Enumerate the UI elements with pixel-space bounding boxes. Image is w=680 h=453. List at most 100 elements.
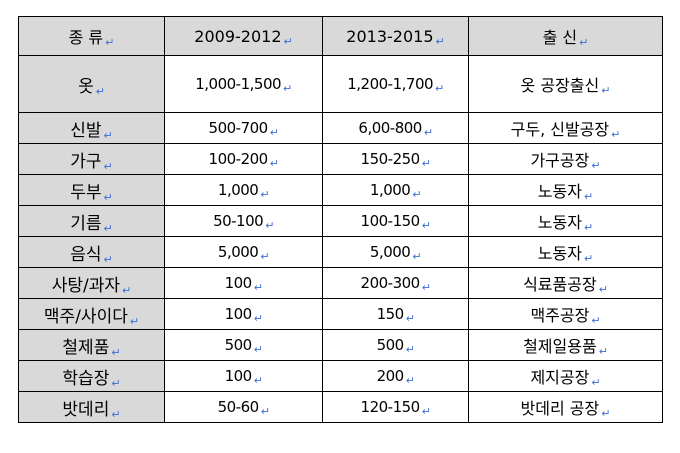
paragraph-mark-icon: ↵ bbox=[130, 315, 139, 328]
paragraph-mark-icon: ↵ bbox=[584, 190, 593, 203]
table-row: 밧데리 ↵ 50-60 ↵ 120-150 ↵ 밧데리 공장 ↵ bbox=[19, 392, 663, 423]
origin-cell: 가구공장 ↵ bbox=[469, 144, 663, 175]
paragraph-mark-icon: ↵ bbox=[260, 188, 269, 201]
price-2009-2012-cell: 50-60 ↵ bbox=[165, 392, 323, 423]
header-label: 2009-2012 bbox=[194, 27, 281, 46]
cell-text: 500-700 bbox=[209, 119, 268, 137]
cell-text: 100-200 bbox=[209, 150, 268, 168]
origin-cell: 노동자 ↵ bbox=[469, 206, 663, 237]
cell-text: 구두, 신발공장 bbox=[511, 120, 610, 139]
paragraph-mark-icon: ↵ bbox=[260, 250, 269, 263]
table-row: 음식 ↵ 5,000 ↵ 5,000 ↵ 노동자 ↵ bbox=[19, 237, 663, 268]
table-body: 옷 ↵ 1,000-1,500 ↵ 1,200-1,700 ↵ 옷 공장출신 ↵ 신발 ↵ 500-… bbox=[19, 56, 663, 423]
cell-text: 음식 bbox=[70, 245, 101, 265]
cell-text: 밧데리 bbox=[62, 400, 109, 420]
type-cell: 철제품 ↵ bbox=[19, 330, 165, 361]
cell-text: 150 bbox=[377, 305, 404, 323]
paragraph-mark-icon: ↵ bbox=[579, 36, 588, 49]
price-2013-2015-cell: 6,00-800 ↵ bbox=[323, 113, 469, 144]
paragraph-mark-icon: ↵ bbox=[599, 345, 608, 358]
type-cell: 음식 ↵ bbox=[19, 237, 165, 268]
origin-cell: 노동자 ↵ bbox=[469, 175, 663, 206]
cell-text: 학습장 bbox=[62, 369, 109, 389]
cell-text: 신발 bbox=[70, 121, 101, 141]
paragraph-mark-icon: ↵ bbox=[406, 312, 415, 325]
price-2009-2012-cell: 100 ↵ bbox=[165, 268, 323, 299]
paragraph-mark-icon: ↵ bbox=[104, 129, 113, 142]
header-2009-2012: 2009-2012 ↵ bbox=[165, 17, 323, 56]
origin-cell: 철제일용품 ↵ bbox=[469, 330, 663, 361]
cell-text: 200 bbox=[377, 367, 404, 385]
price-2009-2012-cell: 100 ↵ bbox=[165, 361, 323, 392]
cell-text: 가구 bbox=[70, 152, 101, 172]
cell-text: 100 bbox=[225, 305, 252, 323]
cell-text: 맥주/사이다 bbox=[44, 307, 128, 327]
paragraph-mark-icon: ↵ bbox=[254, 312, 263, 325]
price-2013-2015-cell: 100-150 ↵ bbox=[323, 206, 469, 237]
paragraph-mark-icon: ↵ bbox=[283, 82, 292, 95]
origin-cell: 노동자 ↵ bbox=[469, 237, 663, 268]
type-cell: 기름 ↵ bbox=[19, 206, 165, 237]
paragraph-mark-icon: ↵ bbox=[270, 157, 279, 170]
cell-text: 1,000-1,500 bbox=[195, 75, 281, 93]
paragraph-mark-icon: ↵ bbox=[591, 376, 600, 389]
type-cell: 사탕/과자 ↵ bbox=[19, 268, 165, 299]
type-cell: 가구 ↵ bbox=[19, 144, 165, 175]
price-2013-2015-cell: 150-250 ↵ bbox=[323, 144, 469, 175]
paragraph-mark-icon: ↵ bbox=[412, 250, 421, 263]
cell-text: 1,000 bbox=[218, 181, 258, 199]
table-row: 철제품 ↵ 500 ↵ 500 ↵ 철제일용품 ↵ bbox=[19, 330, 663, 361]
cell-text: 500 bbox=[377, 336, 404, 354]
type-cell: 옷 ↵ bbox=[19, 56, 165, 113]
paragraph-mark-icon: ↵ bbox=[422, 405, 431, 418]
price-2009-2012-cell: 1,000 ↵ bbox=[165, 175, 323, 206]
paragraph-mark-icon: ↵ bbox=[254, 281, 263, 294]
cell-text: 철제품 bbox=[62, 338, 109, 358]
paragraph-mark-icon: ↵ bbox=[591, 314, 600, 327]
paragraph-mark-icon: ↵ bbox=[601, 407, 610, 420]
cell-text: 옷 공장출신 bbox=[521, 76, 600, 95]
price-2013-2015-cell: 1,200-1,700 ↵ bbox=[323, 56, 469, 113]
cell-text: 1,200-1,700 bbox=[347, 75, 433, 93]
cell-text: 기름 bbox=[70, 214, 101, 234]
origin-cell: 옷 공장출신 ↵ bbox=[469, 56, 663, 113]
paragraph-mark-icon: ↵ bbox=[265, 219, 274, 232]
price-2013-2015-cell: 500 ↵ bbox=[323, 330, 469, 361]
table-row: 기름 ↵ 50-100 ↵ 100-150 ↵ 노동자 ↵ bbox=[19, 206, 663, 237]
type-cell: 두부 ↵ bbox=[19, 175, 165, 206]
cell-text: 가구공장 bbox=[530, 151, 589, 170]
paragraph-mark-icon: ↵ bbox=[601, 84, 610, 97]
type-cell: 학습장 ↵ bbox=[19, 361, 165, 392]
paragraph-mark-icon: ↵ bbox=[424, 126, 433, 139]
cell-text: 50-100 bbox=[213, 212, 263, 230]
paragraph-mark-icon: ↵ bbox=[104, 222, 113, 235]
paragraph-mark-icon: ↵ bbox=[584, 252, 593, 265]
paragraph-mark-icon: ↵ bbox=[406, 343, 415, 356]
price-2009-2012-cell: 100-200 ↵ bbox=[165, 144, 323, 175]
table-row: 학습장 ↵ 100 ↵ 200 ↵ 제지공장 ↵ bbox=[19, 361, 663, 392]
paragraph-mark-icon: ↵ bbox=[284, 35, 293, 48]
origin-cell: 식료품공장 ↵ bbox=[469, 268, 663, 299]
type-cell: 밧데리 ↵ bbox=[19, 392, 165, 423]
header-origin: 출 신 ↵ bbox=[469, 17, 663, 56]
paragraph-mark-icon: ↵ bbox=[111, 346, 120, 359]
paragraph-mark-icon: ↵ bbox=[436, 35, 445, 48]
paragraph-mark-icon: ↵ bbox=[104, 160, 113, 173]
price-2009-2012-cell: 1,000-1,500 ↵ bbox=[165, 56, 323, 113]
paragraph-mark-icon: ↵ bbox=[270, 126, 279, 139]
table-row: 가구 ↵ 100-200 ↵ 150-250 ↵ 가구공장 ↵ bbox=[19, 144, 663, 175]
table-row: 사탕/과자 ↵ 100 ↵ 200-300 ↵ 식료품공장 ↵ bbox=[19, 268, 663, 299]
cell-text: 50-60 bbox=[218, 398, 259, 416]
cell-text: 100-150 bbox=[361, 212, 420, 230]
cell-text: 노동자 bbox=[538, 213, 582, 232]
paragraph-mark-icon: ↵ bbox=[584, 221, 593, 234]
paragraph-mark-icon: ↵ bbox=[422, 281, 431, 294]
paragraph-mark-icon: ↵ bbox=[111, 377, 120, 390]
header-type: 종 류 ↵ bbox=[19, 17, 165, 56]
paragraph-mark-icon: ↵ bbox=[104, 191, 113, 204]
price-2013-2015-cell: 5,000 ↵ bbox=[323, 237, 469, 268]
cell-text: 맥주공장 bbox=[530, 306, 589, 325]
paragraph-mark-icon: ↵ bbox=[422, 157, 431, 170]
table-row: 맥주/사이다 ↵ 100 ↵ 150 ↵ 맥주공장 ↵ bbox=[19, 299, 663, 330]
cell-text: 노동자 bbox=[538, 182, 582, 201]
